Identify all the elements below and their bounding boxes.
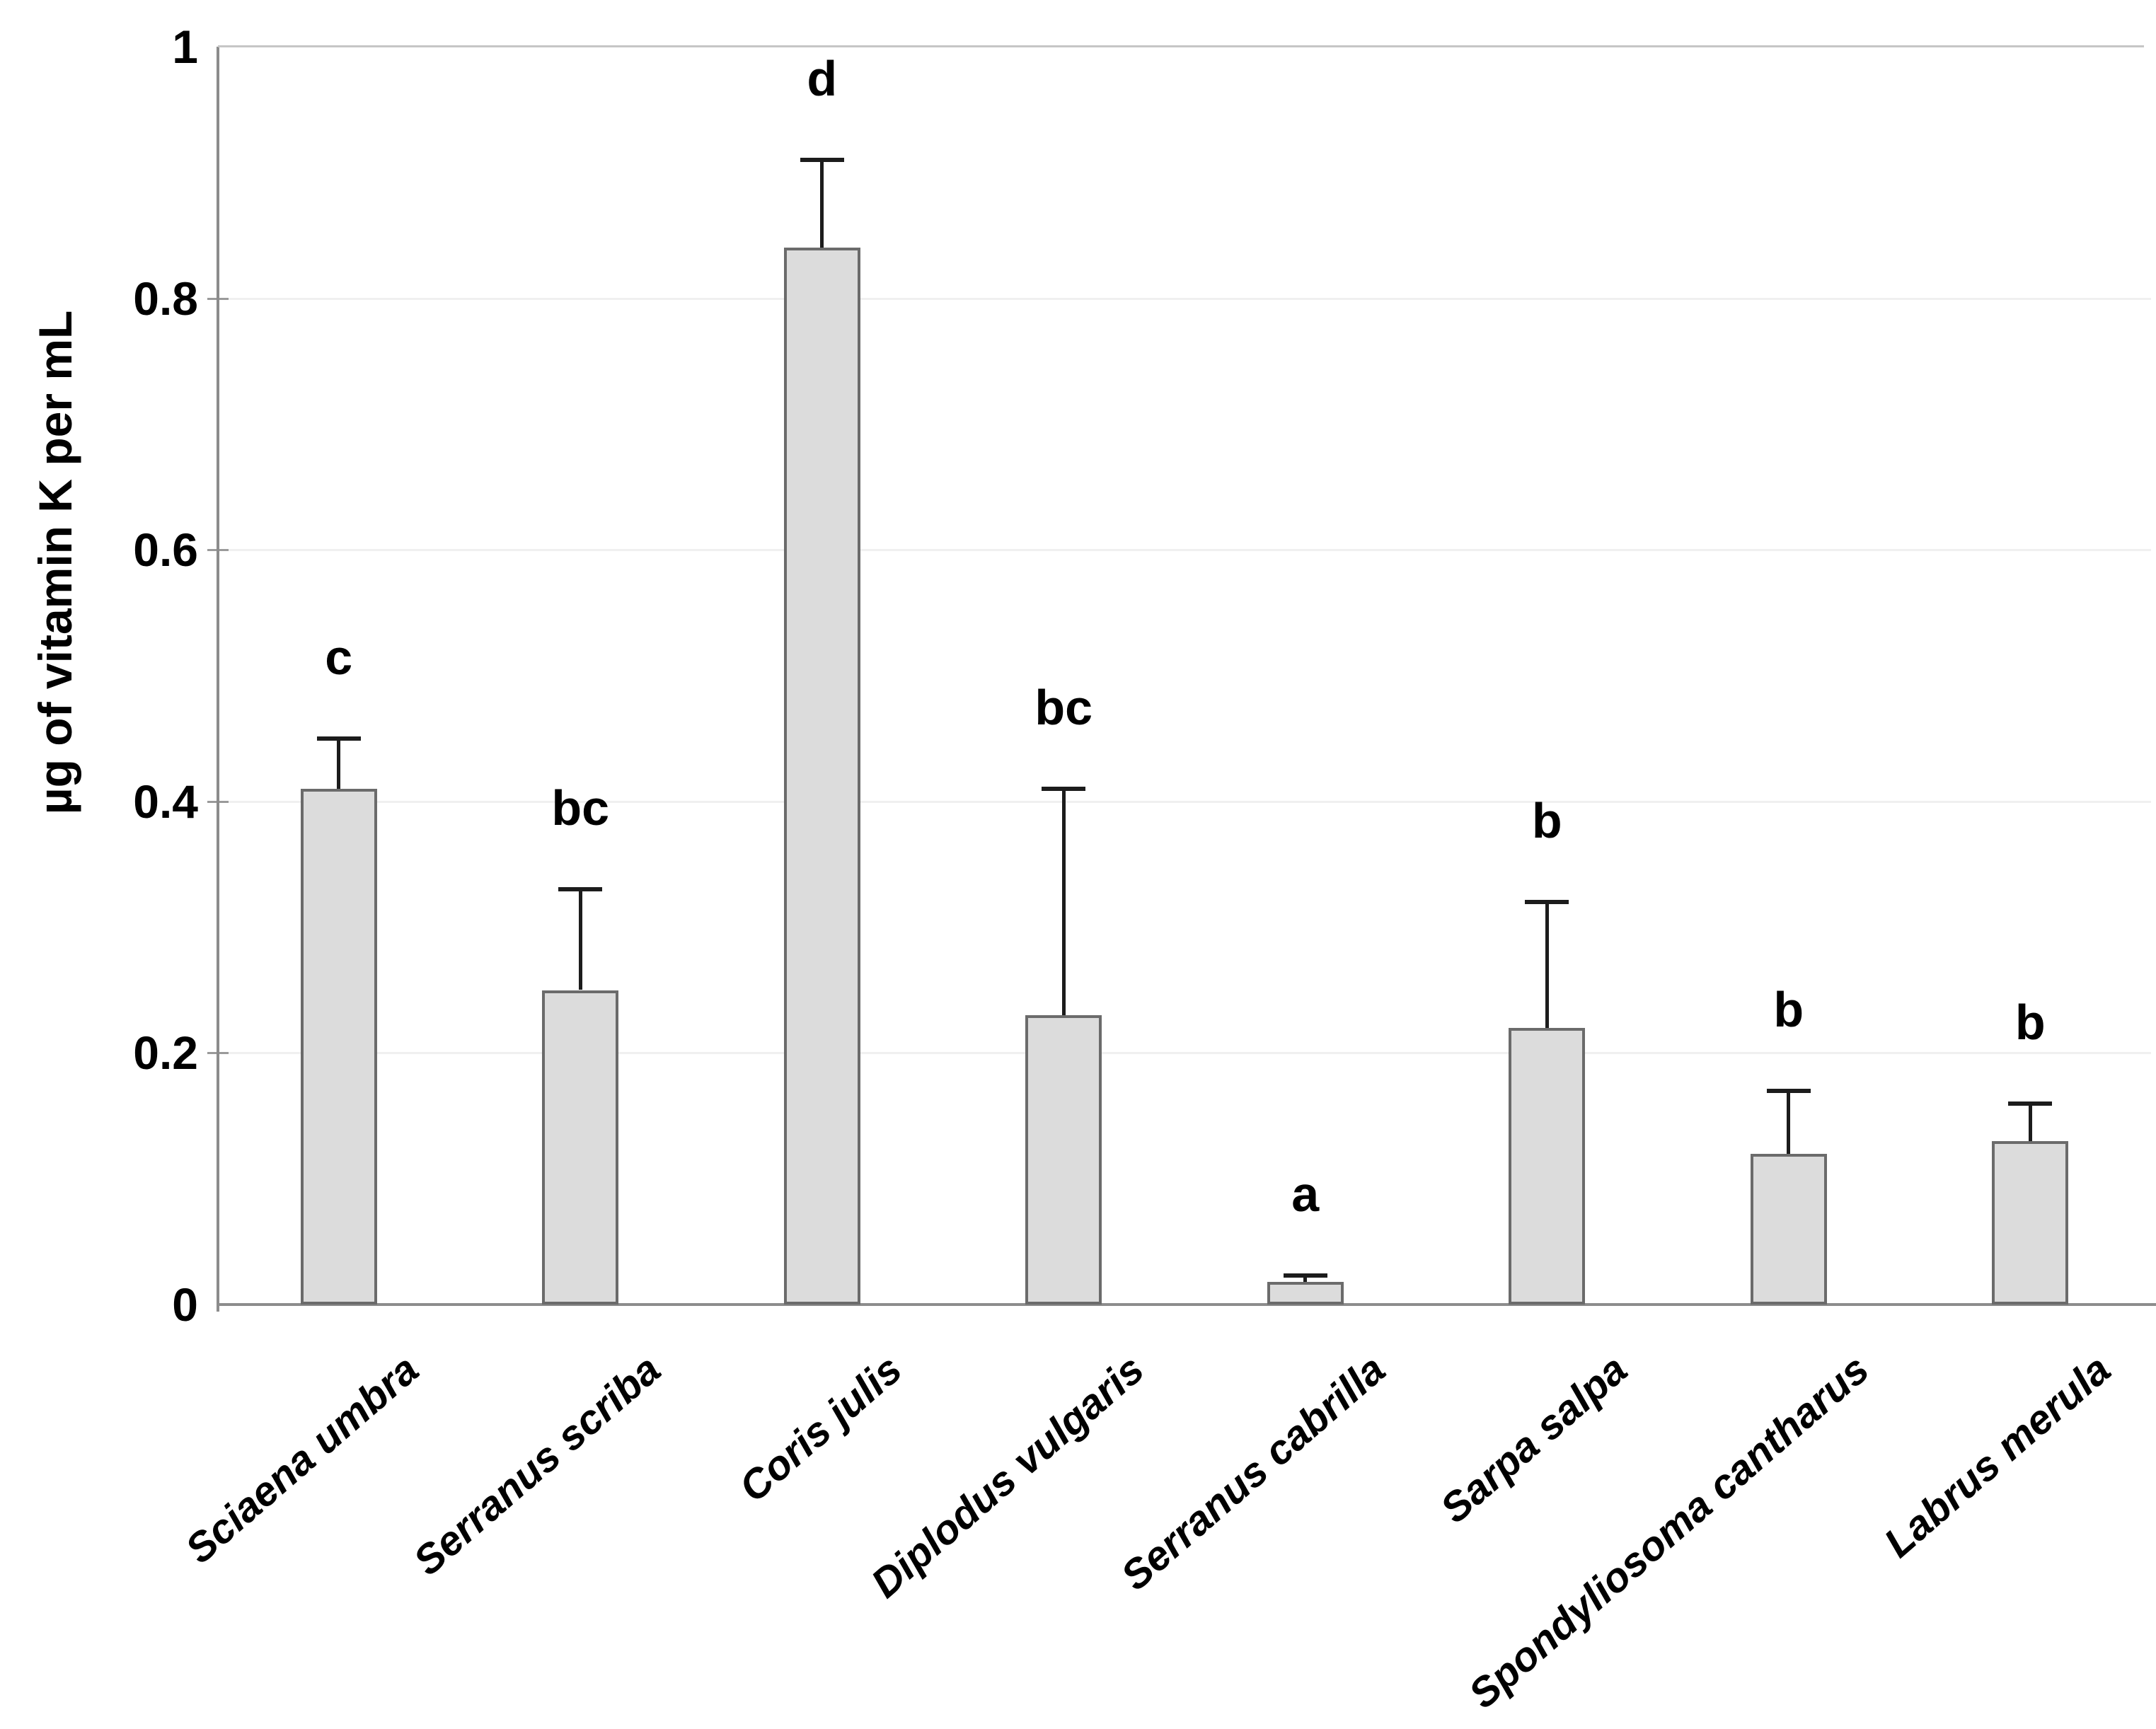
- error-bar: [1061, 789, 1066, 1016]
- error-bar: [578, 889, 582, 990]
- error-bar-cap: [1525, 900, 1569, 905]
- significance-letter: b: [1773, 981, 1804, 1037]
- gridline: [219, 549, 2151, 552]
- significance-letter: a: [1291, 1167, 1320, 1222]
- x-tick-label: Sarpa salpa: [1431, 1346, 1636, 1532]
- y-tick-label: 0: [172, 1278, 198, 1331]
- x-tick-label: Serranus cabrilla: [1112, 1346, 1395, 1600]
- bar: [1750, 1153, 1827, 1305]
- significance-letter: d: [807, 51, 838, 107]
- error-bar: [1303, 1276, 1308, 1282]
- x-tick-label: Sciaena umbra: [176, 1346, 428, 1573]
- significance-letter: c: [325, 629, 353, 685]
- y-axis-line: [217, 47, 219, 1312]
- x-tick-label: Spondyliosoma cantharus: [1460, 1346, 1878, 1718]
- bar: [542, 990, 619, 1305]
- significance-letter: b: [1531, 793, 1562, 849]
- x-tick-label: Labrus merula: [1875, 1346, 2119, 1567]
- bar: [1509, 1027, 1586, 1305]
- bar: [783, 248, 860, 1305]
- gridline: [219, 297, 2151, 300]
- gridline: [219, 1052, 2151, 1055]
- y-tick-label: 0.4: [133, 775, 198, 828]
- error-bar: [820, 160, 824, 248]
- error-bar: [1545, 902, 1549, 1028]
- bar: [1267, 1281, 1344, 1305]
- y-tick-label: 1: [172, 21, 198, 73]
- x-tick-label: Coris julis: [730, 1346, 911, 1511]
- significance-letter: bc: [1034, 680, 1093, 736]
- error-bar-cap: [1283, 1273, 1327, 1278]
- error-bar-cap: [1766, 1088, 1811, 1093]
- significance-letter: bc: [551, 780, 610, 836]
- bar: [1992, 1140, 2069, 1305]
- significance-letter: b: [2014, 994, 2046, 1050]
- error-bar-cap: [2008, 1101, 2053, 1106]
- bar: [1025, 1015, 1102, 1305]
- y-tick-label: 0.2: [133, 1027, 198, 1080]
- error-bar: [337, 738, 341, 789]
- error-bar-cap: [316, 736, 361, 741]
- error-bar-cap: [800, 158, 844, 163]
- plot-top-border: [218, 45, 2144, 47]
- bar: [300, 789, 377, 1305]
- error-bar: [1787, 1090, 1791, 1154]
- x-tick-label: Serranus scriba: [404, 1346, 669, 1585]
- y-tick-label: 0.6: [133, 524, 198, 577]
- gridline: [219, 800, 2151, 803]
- error-bar: [2028, 1103, 2032, 1141]
- error-bar-cap: [558, 887, 603, 892]
- y-tick-label: 0.8: [133, 272, 198, 325]
- error-bar-cap: [1042, 787, 1086, 792]
- x-axis-line: [217, 1303, 2156, 1306]
